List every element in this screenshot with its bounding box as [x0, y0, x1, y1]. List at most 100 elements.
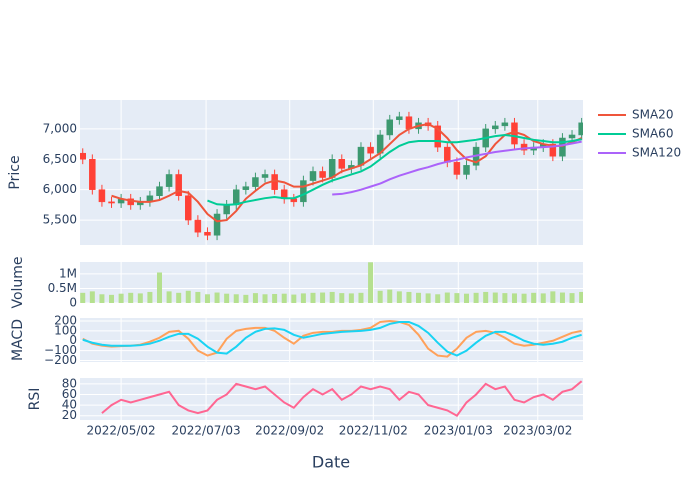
candle-body	[80, 152, 86, 160]
volume-bar	[118, 293, 124, 303]
candle-body	[194, 219, 202, 233]
y-tick-label: 0	[69, 333, 77, 347]
series-line	[207, 133, 582, 206]
candle-body	[98, 189, 106, 203]
candle-body	[492, 125, 499, 130]
volume-bar	[262, 294, 268, 303]
volume-bar	[204, 294, 210, 303]
candle-body	[261, 174, 269, 178]
volume-bar	[464, 293, 470, 303]
x-tick-label: 2022/07/03	[172, 424, 241, 438]
x-tick-label: 2022/09/02	[255, 424, 324, 438]
volume-bar	[435, 294, 441, 303]
candle-body	[453, 162, 461, 175]
y-tick-label: −100	[44, 343, 77, 357]
volume-bar	[559, 292, 565, 303]
candle-body	[204, 231, 211, 236]
volume-bar	[339, 293, 345, 303]
volume-bar	[137, 293, 143, 303]
volume-bar	[377, 290, 383, 303]
volume-bar	[233, 294, 239, 303]
volume-bar	[147, 291, 153, 303]
candle-body	[185, 195, 192, 221]
volume-bar	[396, 291, 402, 303]
volume-bar	[291, 294, 297, 303]
volume-bar	[444, 292, 450, 303]
volume-bar	[483, 291, 489, 303]
volume-bar	[531, 292, 537, 303]
candle-body	[463, 165, 470, 175]
y-tick-label: 100	[54, 323, 77, 337]
volume-bar	[511, 293, 517, 303]
volume-bar	[368, 262, 374, 303]
candle-body	[290, 198, 298, 203]
y-tick-label: 0	[69, 296, 77, 310]
candle-body	[309, 171, 317, 181]
volume-bar	[454, 293, 460, 303]
y-axis-title: Volume	[10, 256, 26, 308]
candle-body	[232, 189, 240, 206]
plot-background	[80, 378, 583, 420]
volume-bar	[281, 293, 287, 303]
x-tick-label: 2022/11/02	[339, 424, 408, 438]
plot-area	[80, 111, 583, 241]
x-axis-title: Date	[312, 453, 350, 472]
volume-bar	[416, 292, 422, 303]
candle-body	[405, 116, 413, 130]
volume-bar	[185, 290, 191, 303]
y-tick-label: 80	[62, 376, 77, 390]
candle-body	[568, 134, 576, 139]
candle-body	[338, 159, 346, 169]
volume-bar	[224, 293, 230, 303]
y-tick-label: 1M	[59, 266, 77, 280]
volume-bar	[473, 292, 479, 303]
volume-bar	[348, 293, 354, 303]
volume-bar	[406, 291, 412, 303]
volume-bar	[569, 293, 575, 303]
volume-bar	[99, 294, 105, 303]
volume-bar	[492, 292, 498, 303]
y-tick-label: 7,000	[43, 121, 77, 135]
volume-bar	[243, 294, 249, 303]
y-tick-label: 60	[62, 387, 77, 401]
y-axis-title: MACD	[10, 319, 26, 361]
y-tick-label: 6,500	[43, 152, 77, 166]
volume-bar	[252, 293, 258, 303]
volume-bar	[579, 291, 583, 303]
legend-label: SMA60	[632, 127, 673, 141]
candle-body	[357, 146, 365, 166]
candle-body	[444, 146, 451, 163]
legend-label: SMA120	[632, 146, 681, 160]
volume-bar	[176, 292, 182, 303]
candle-body	[396, 116, 403, 121]
candle-body	[108, 201, 115, 204]
candle-body	[156, 186, 163, 197]
plot-area	[80, 262, 583, 303]
series-line	[101, 380, 583, 418]
candle-body	[252, 177, 259, 187]
volume-bar	[310, 292, 316, 303]
volume-bar	[195, 291, 201, 303]
candle-body	[367, 146, 374, 154]
volume-bar	[521, 293, 527, 303]
candle-body	[434, 125, 441, 148]
volume-bar	[320, 292, 326, 303]
plot-area	[101, 380, 583, 418]
y-tick-label: −200	[44, 353, 77, 367]
volume-bar	[156, 272, 162, 303]
candle-body	[223, 204, 230, 215]
volume-bar	[128, 292, 134, 303]
y-axis-title: RSI	[27, 388, 43, 411]
volume-bar	[89, 291, 95, 303]
volume-bar	[300, 293, 306, 303]
volume-bar	[358, 292, 364, 303]
candle-body	[213, 213, 221, 236]
candle-body	[89, 159, 96, 190]
legend-label: SMA20	[632, 108, 673, 122]
volume-bar	[425, 293, 431, 303]
volume-bar	[272, 293, 278, 303]
y-tick-label: 5,500	[43, 213, 77, 227]
candle-body	[175, 174, 182, 197]
candle-body	[578, 122, 583, 136]
